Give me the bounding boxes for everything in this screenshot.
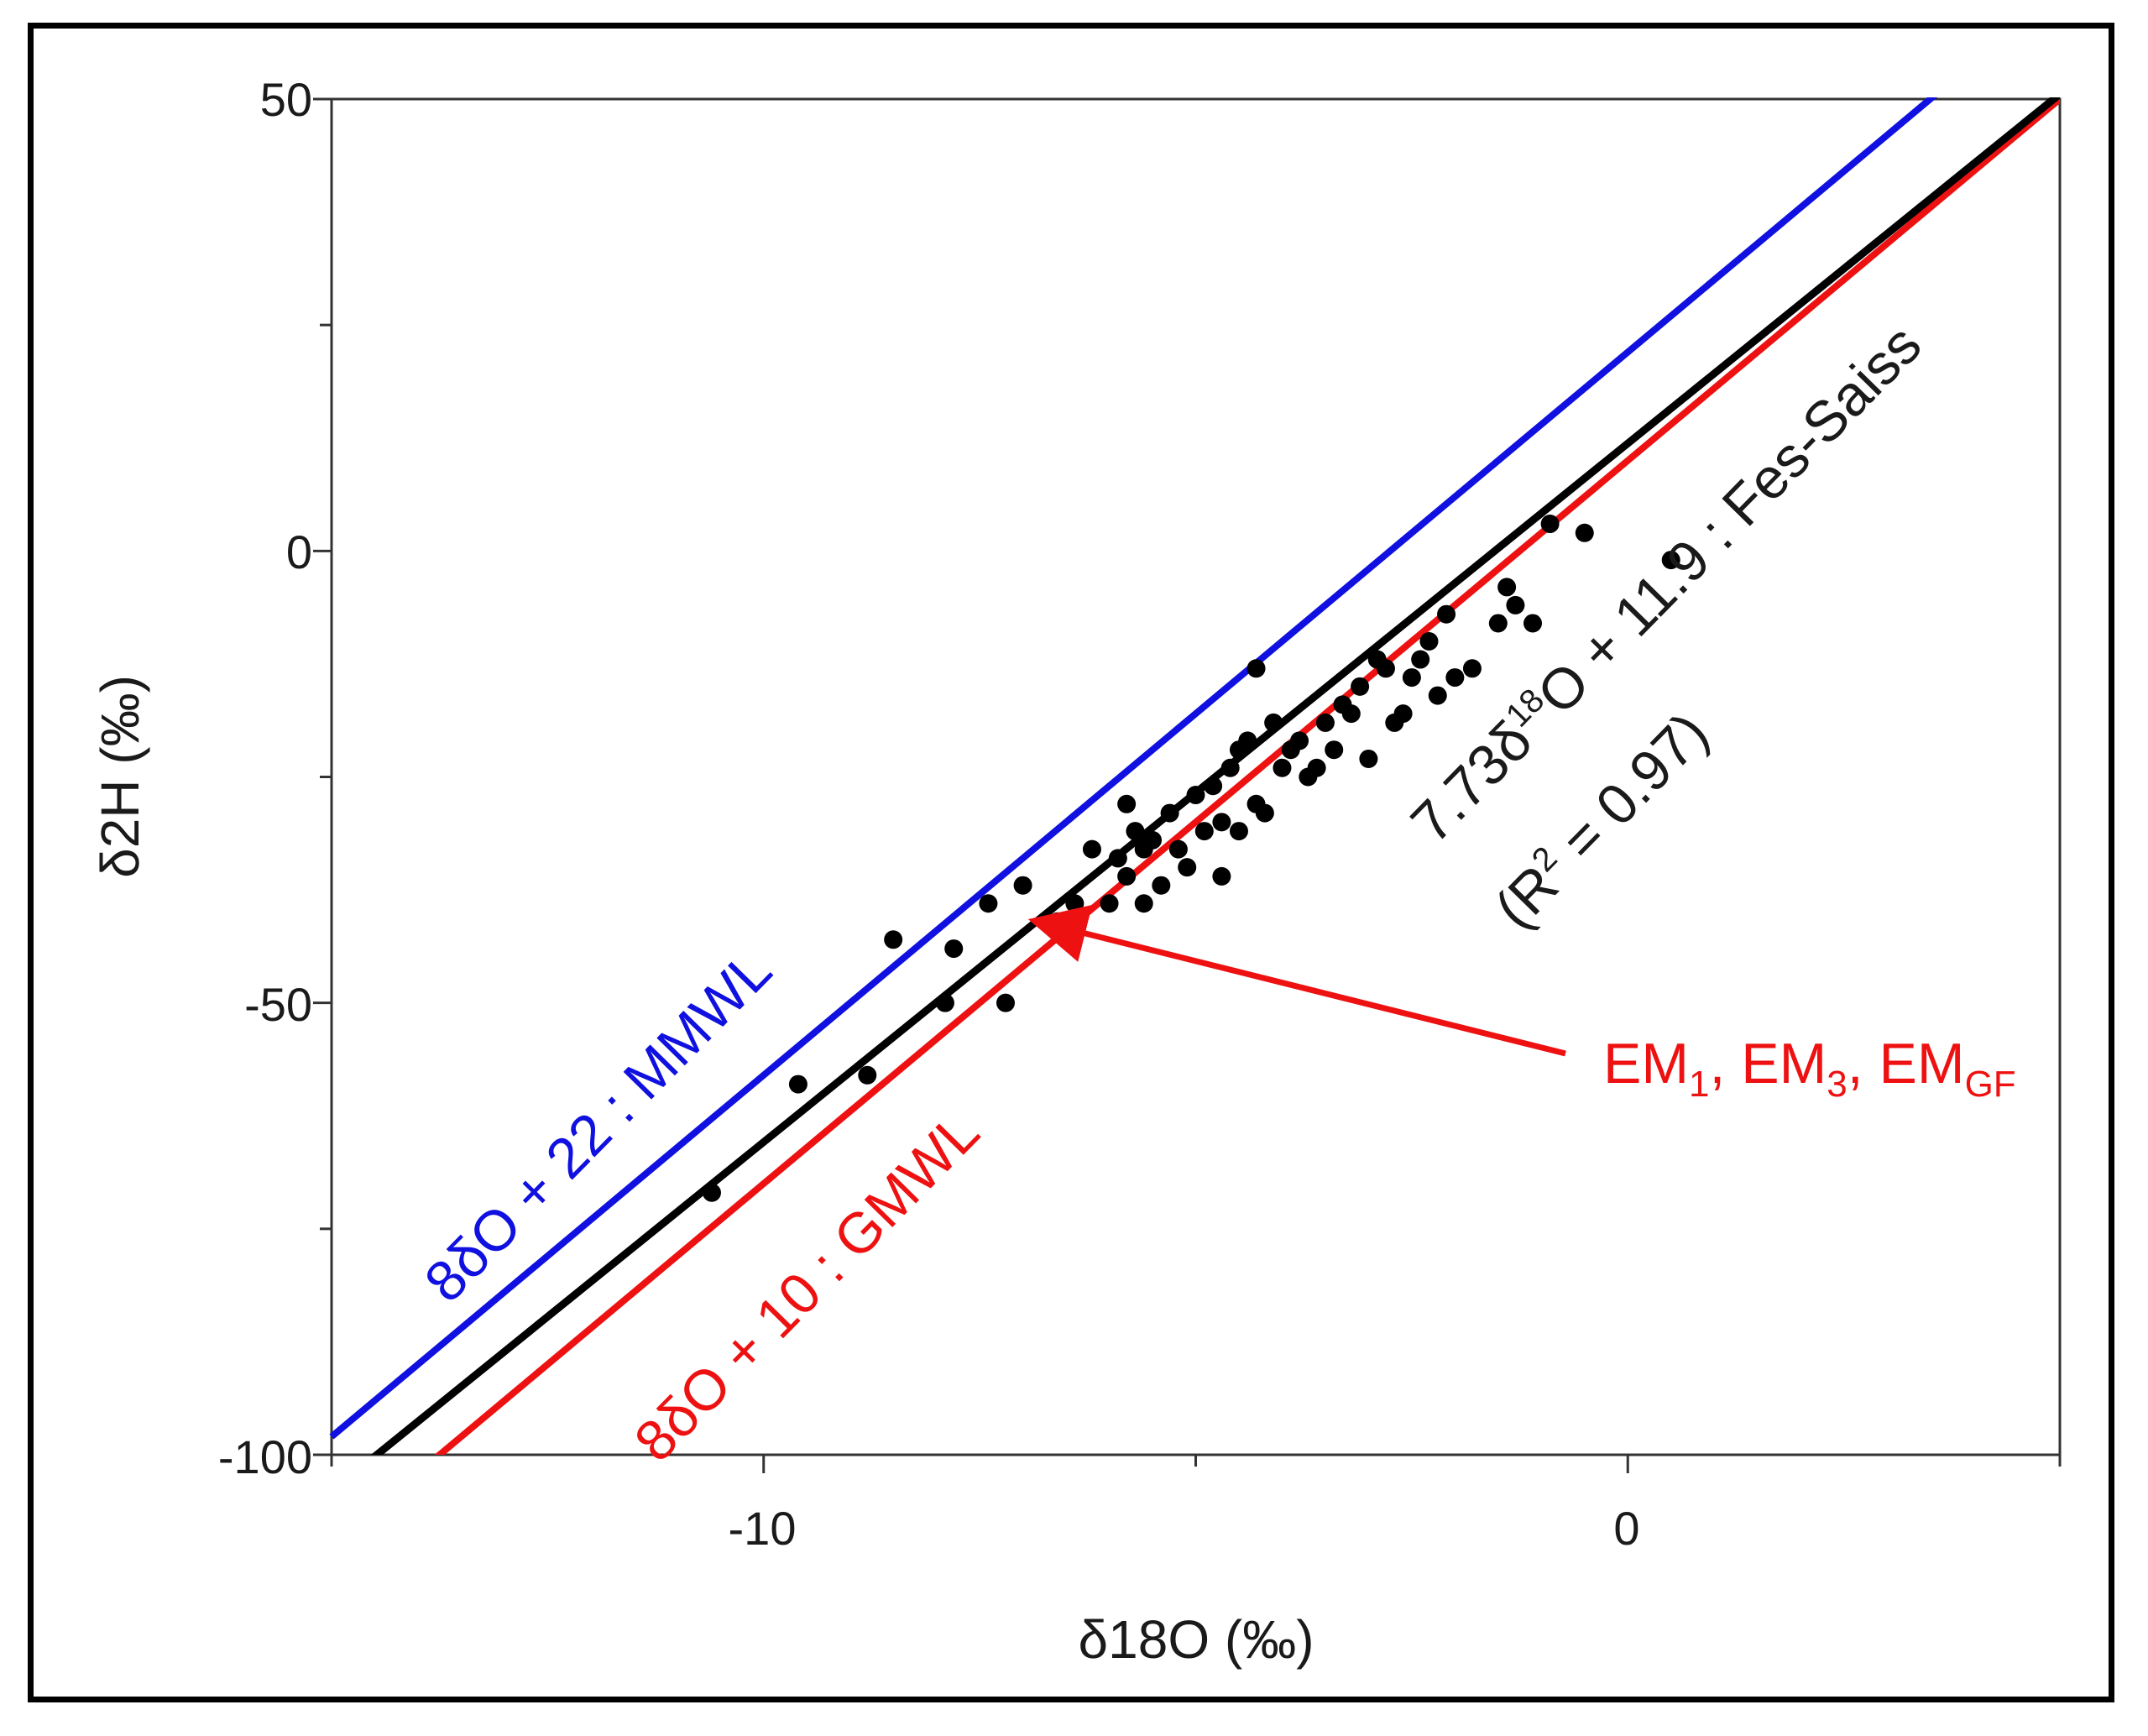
data-point (1307, 758, 1326, 777)
data-point (1523, 614, 1543, 633)
data-point (1229, 822, 1248, 841)
data-point (1506, 595, 1525, 614)
data-point (1290, 731, 1309, 750)
data-point (1575, 523, 1594, 542)
data-point (1540, 515, 1560, 534)
mmwl-line (329, 97, 1938, 1440)
data-point (1220, 758, 1240, 777)
data-point (996, 993, 1016, 1012)
end-member-label: EM1, EM3, EMGF (1603, 1032, 2016, 1105)
data-point (1143, 830, 1163, 850)
data-point (1393, 704, 1413, 724)
data-point (788, 1075, 807, 1094)
data-point (1238, 731, 1257, 750)
data-point (858, 1065, 877, 1085)
data-point (1013, 876, 1032, 895)
data-point (884, 930, 903, 949)
data-point (1168, 839, 1188, 859)
data-point (1402, 668, 1421, 688)
y-axis-label: δ2H (‰) (90, 675, 150, 878)
x-axis-label: δ18O (‰) (1079, 1609, 1314, 1670)
data-point (944, 939, 964, 959)
data-point (1065, 894, 1084, 913)
data-point (1134, 894, 1153, 913)
data-point (1428, 686, 1447, 705)
y-tick-label-neg50: -50 (244, 978, 312, 1031)
y-tick-label-50: 50 (260, 73, 312, 126)
data-point (1411, 650, 1430, 669)
data-point (1246, 659, 1266, 678)
data-point (702, 1183, 721, 1202)
data-point (935, 993, 954, 1012)
data-point (1048, 912, 1067, 931)
data-point (1437, 604, 1456, 624)
data-point (1462, 659, 1482, 678)
data-point (1194, 822, 1214, 841)
data-point (1082, 839, 1101, 859)
data-point (1204, 776, 1223, 796)
data-point (1160, 803, 1179, 823)
data-point (1212, 813, 1231, 832)
data-point (1126, 822, 1145, 841)
data-point (1359, 749, 1378, 768)
data-point (1255, 803, 1274, 823)
y-tick-label-0: 0 (286, 526, 312, 578)
data-point (1100, 894, 1119, 913)
y-tick-label-neg100: -100 (218, 1430, 312, 1483)
data-point (1117, 866, 1137, 886)
data-point (1178, 858, 1197, 877)
data-point (1419, 632, 1439, 651)
data-point (1273, 758, 1292, 777)
data-point (1488, 614, 1508, 633)
gmwl-line (434, 97, 2060, 1455)
data-point (1186, 786, 1205, 805)
data-point (979, 894, 998, 913)
y-axis-ticks (313, 97, 332, 1456)
data-point (1325, 740, 1344, 760)
x-tick-label-neg10: -10 (729, 1502, 797, 1555)
data-point (1264, 713, 1283, 732)
data-points (702, 515, 1680, 1202)
data-point (1315, 713, 1335, 732)
end-member-arrow (1027, 904, 1566, 1057)
figure-frame (28, 23, 2114, 1702)
data-point (1212, 866, 1231, 886)
gmwl-label: 8δO + 10 : GMWL (622, 1100, 991, 1474)
data-point (1341, 704, 1361, 724)
data-point (1445, 668, 1465, 688)
data-point (1351, 677, 1370, 696)
data-point (1497, 578, 1517, 597)
data-point (1117, 794, 1137, 813)
data-point (1661, 551, 1680, 570)
data-point (1108, 849, 1127, 868)
x-tick-label-0: 0 (1613, 1502, 1639, 1555)
mmwl-label: 8δO + 22 : MMWL (412, 938, 783, 1314)
data-point (1152, 876, 1171, 895)
x-axis-ticks (330, 1455, 2062, 1473)
data-point (1376, 659, 1395, 678)
